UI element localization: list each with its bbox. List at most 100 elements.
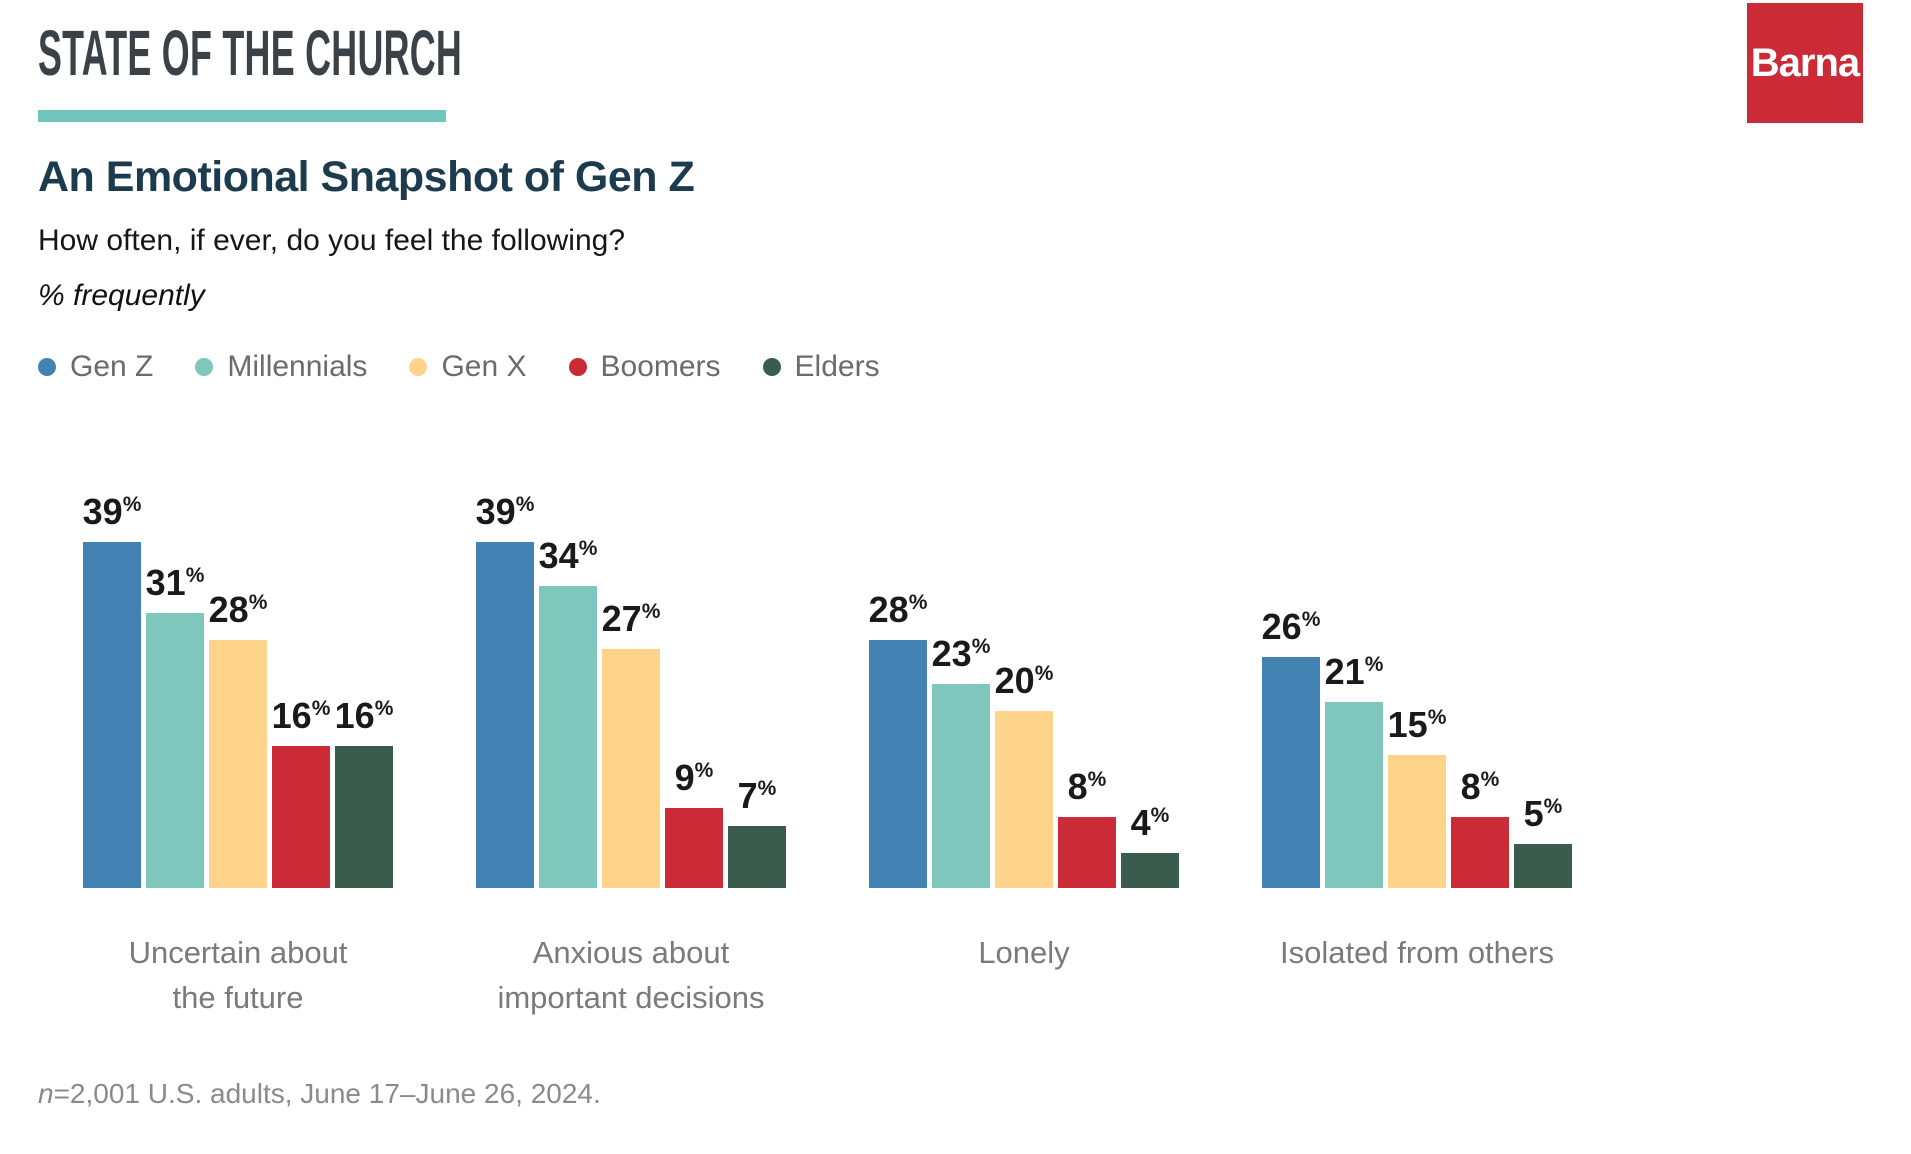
legend-label: Boomers (600, 350, 721, 383)
bar-value-label: 28% (868, 589, 928, 630)
bar-column: 8% (1058, 769, 1116, 888)
bar-column: 31% (146, 565, 204, 888)
bar-value-label: 16% (334, 695, 394, 736)
bar-group-bars: 39% 31% 28% 16% 16% (83, 494, 393, 888)
bar-column: 16% (272, 698, 330, 888)
bar-value-label: 34% (538, 535, 598, 576)
bar-column: 39% (83, 494, 141, 888)
bar (1121, 853, 1179, 888)
legend-dot (762, 358, 781, 376)
bar (869, 640, 927, 888)
legend-label: Millennials (227, 350, 368, 383)
bar (728, 826, 786, 888)
bar (1325, 702, 1383, 888)
bar-column: 8% (1451, 769, 1509, 888)
bar (335, 746, 393, 888)
bar (1058, 817, 1116, 888)
bar (1451, 817, 1509, 888)
bar (539, 586, 597, 888)
bar-group: 39% 34% 27% 9% 7% Anxious about important deci… (476, 470, 786, 1015)
category-label: Uncertain about the future (128, 935, 348, 1015)
category-label: Lonely (978, 935, 1070, 970)
bar (476, 542, 534, 888)
bar-value-label: 4% (1130, 802, 1170, 843)
bar-column: 16% (335, 698, 393, 888)
bar-value-label: 21% (1324, 651, 1384, 692)
bar-value-label: 7% (737, 775, 777, 816)
chart-title: An Emotional Snapshot of Gen Z (38, 153, 695, 201)
bar (995, 711, 1053, 888)
bar-column: 9% (665, 760, 723, 888)
bar-column: 21% (1325, 654, 1383, 888)
legend-item: Millennials (195, 350, 367, 384)
legend-item: Gen X (409, 350, 527, 384)
legend-dot (38, 358, 56, 376)
bar (209, 640, 267, 888)
footnote-text: =2,001 U.S. adults, June 17–June 26, 202… (53, 1078, 601, 1109)
bar-value-label: 20% (994, 660, 1054, 701)
legend-item: Elders (762, 350, 880, 384)
legend-item: Boomers (568, 350, 721, 384)
bar (272, 746, 330, 888)
bar-column: 5% (1514, 796, 1572, 888)
bar (1388, 755, 1446, 888)
bar (83, 542, 141, 888)
bar-column: 28% (209, 592, 267, 888)
bar-column: 28% (869, 592, 927, 888)
bar-column: 26% (1262, 609, 1320, 888)
bar-value-label: 5% (1523, 793, 1563, 834)
bar-value-label: 15% (1387, 704, 1447, 745)
bar-column: 39% (476, 494, 534, 888)
bar-value-label: 28% (208, 589, 268, 630)
bar-column: 15% (1388, 707, 1446, 888)
category-label: Isolated from others (1280, 935, 1554, 970)
bar-column: 34% (539, 538, 597, 888)
bar-value-label: 39% (82, 491, 142, 532)
footnote: n=2,001 U.S. adults, June 17–June 26, 20… (38, 1078, 601, 1110)
bar-value-label: 9% (674, 757, 714, 798)
bar-column: 7% (728, 778, 786, 888)
legend-dot (195, 358, 214, 376)
legend-label: Gen X (441, 350, 527, 383)
unit-note: % frequently (38, 279, 205, 312)
bar (1262, 657, 1320, 888)
bar-value-label: 31% (145, 562, 205, 603)
bar-value-label: 27% (601, 598, 661, 639)
chart-subtitle: How often, if ever, do you feel the foll… (38, 224, 626, 257)
bar (146, 613, 204, 888)
bar-column: 20% (995, 663, 1053, 888)
bar-group-bars: 26% 21% 15% 8% 5% (1262, 609, 1572, 888)
bar-value-label: 16% (271, 695, 331, 736)
legend-dot (568, 358, 587, 376)
bar-value-label: 8% (1460, 766, 1500, 807)
bar-column: 23% (932, 636, 990, 888)
bar-group: 28% 23% 20% 8% 4% Lonely (869, 470, 1179, 970)
legend-dot (409, 358, 428, 376)
kicker-title: STATE OF THE CHURCH (38, 17, 463, 89)
bar-group-bars: 39% 34% 27% 9% 7% (476, 494, 786, 888)
accent-divider (38, 110, 446, 122)
bar-column: 4% (1121, 805, 1179, 888)
legend-label: Elders (794, 350, 880, 383)
bar-value-label: 26% (1261, 606, 1321, 647)
legend: Gen Z Millennials Gen X Boomers Elders (38, 350, 880, 384)
bar-group: 39% 31% 28% 16% 16% Uncertain about the future (83, 470, 394, 1016)
bar-value-label: 23% (931, 633, 991, 674)
bar (665, 808, 723, 888)
bar-column: 27% (602, 601, 660, 888)
barna-logo-text: Barna (1750, 40, 1860, 85)
bar-value-label: 39% (475, 491, 535, 532)
bar (1514, 844, 1572, 888)
bar-chart: 39% 31% 28% 16% 16% Uncertain about the future… (83, 470, 1572, 1016)
bar (602, 649, 660, 888)
category-label: Anxious about important decisions (497, 935, 765, 1015)
bar-group: 26% 21% 15% 8% 5% Isolated from others (1262, 470, 1572, 970)
bar-value-label: 8% (1067, 766, 1107, 807)
bar (932, 684, 990, 888)
barna-logo: Barna (1747, 3, 1863, 123)
legend-label: Gen Z (70, 350, 154, 383)
footnote-sample-symbol: n (38, 1078, 54, 1109)
bar-group-bars: 28% 23% 20% 8% 4% (869, 592, 1179, 888)
legend-item: Gen Z (38, 350, 153, 384)
